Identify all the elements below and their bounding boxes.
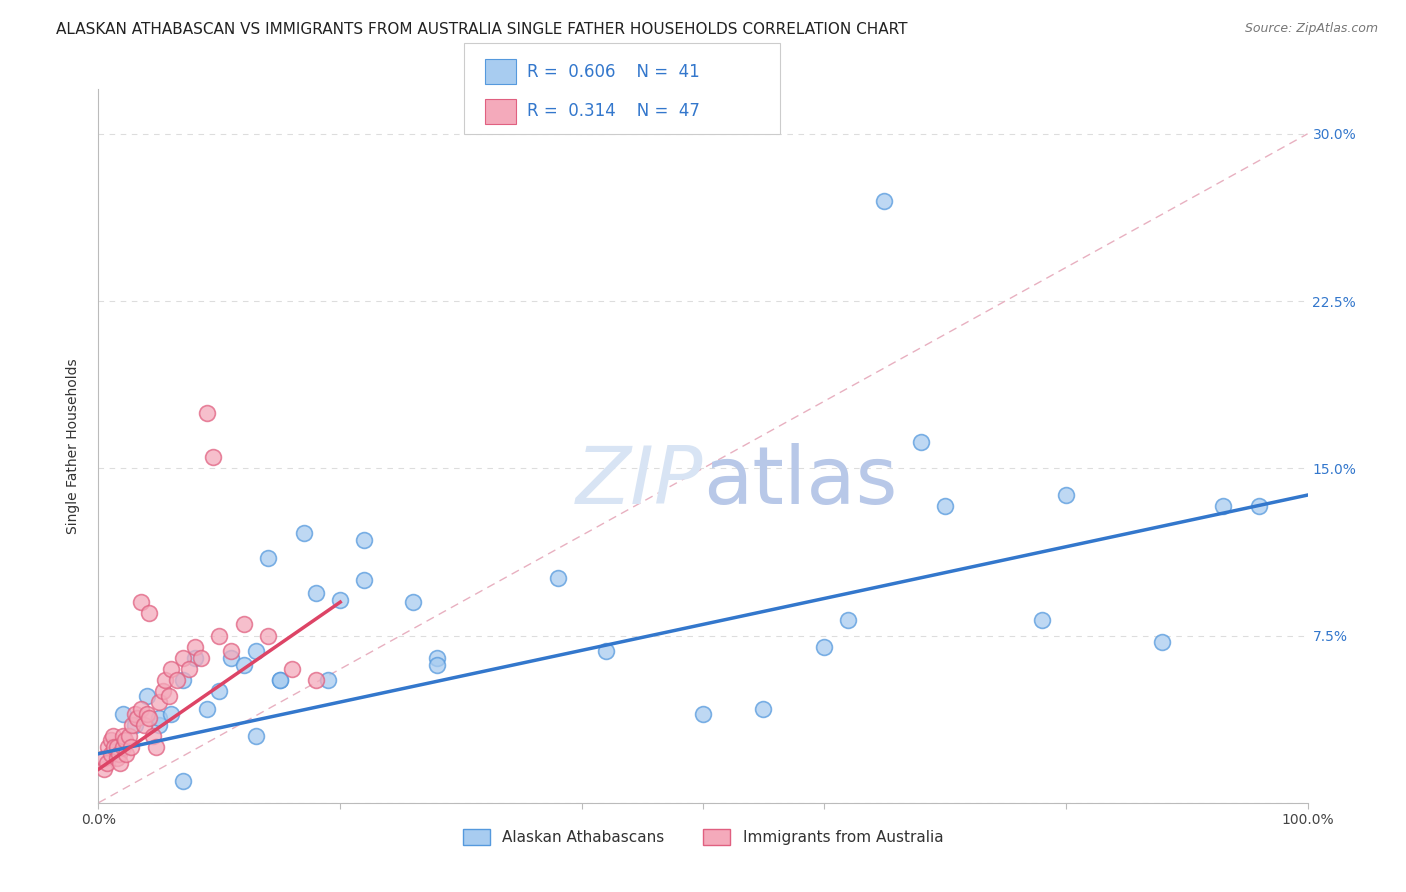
Point [245,644,267,658]
Point [142,729,165,743]
Point [195,702,218,716]
Point [595,644,617,658]
Point [148,711,170,725]
Point [353,573,375,587]
Point [108,747,131,761]
Point [305,673,328,687]
Point [114,733,136,747]
Text: ALASKAN ATHABASCAN VS IMMIGRANTS FROM AUSTRALIA SINGLE FATHER HOUSEHOLDS CORRELA: ALASKAN ATHABASCAN VS IMMIGRANTS FROM AU… [56,22,908,37]
Point [1031,613,1053,627]
Point [124,706,146,721]
Point [108,756,131,770]
Point [138,711,160,725]
Point [103,740,125,755]
Point [692,706,714,721]
Point [172,673,194,687]
Point [129,702,152,716]
Point [245,729,267,743]
Y-axis label: Single Father Households: Single Father Households [66,359,80,533]
Point [934,499,956,513]
Point [121,717,143,731]
Point [292,525,315,540]
Point [190,651,212,665]
Point [100,747,122,761]
Text: R =  0.314    N =  47: R = 0.314 N = 47 [527,103,700,120]
Point [1152,635,1174,649]
Point [221,651,243,665]
Point [105,740,128,755]
Point [118,729,141,743]
Legend: Alaskan Athabascans, Immigrants from Australia: Alaskan Athabascans, Immigrants from Aus… [463,830,943,845]
Point [160,706,183,721]
Point [269,673,291,687]
Point [208,628,231,642]
Point [134,717,156,731]
Point [402,595,425,609]
Point [316,673,339,687]
Point [837,613,859,627]
Point [172,773,194,788]
Point [166,673,188,687]
Point [138,607,160,621]
Point [115,747,138,761]
Point [426,657,449,672]
Point [281,662,304,676]
Point [184,640,207,654]
Text: atlas: atlas [703,442,897,521]
Point [148,717,170,731]
Point [96,756,118,770]
Point [179,662,201,676]
Point [160,662,183,676]
Point [135,689,157,703]
Point [353,533,375,547]
Point [1212,499,1234,513]
Point [221,644,243,658]
Point [172,651,194,665]
Point [202,450,225,464]
Point [1249,499,1271,513]
Point [1054,488,1077,502]
Point [105,751,128,765]
Point [269,673,291,687]
Text: Source: ZipAtlas.com: Source: ZipAtlas.com [1244,22,1378,36]
Point [256,550,278,565]
Point [305,586,328,600]
Point [195,405,218,419]
Point [145,740,167,755]
Point [120,740,142,755]
Point [426,651,449,665]
Point [97,740,120,755]
Point [752,702,775,716]
Point [547,571,569,585]
Point [111,706,134,721]
Point [101,729,124,743]
Point [157,689,180,703]
Point [111,740,134,755]
Point [256,628,278,642]
Point [148,696,170,710]
Point [124,717,146,731]
Point [100,733,122,747]
Text: ZIP: ZIP [575,442,703,521]
Text: R =  0.606    N =  41: R = 0.606 N = 41 [527,63,700,81]
Point [813,640,835,654]
Point [873,194,896,208]
Point [93,751,115,765]
Point [232,617,254,632]
Point [135,706,157,721]
Point [93,762,115,776]
Point [329,592,352,607]
Point [184,651,207,665]
Point [129,595,152,609]
Point [232,657,254,672]
Point [153,673,176,687]
Point [910,434,932,449]
Point [208,684,231,698]
Point [152,684,174,698]
Point [127,711,149,725]
Point [111,729,134,743]
